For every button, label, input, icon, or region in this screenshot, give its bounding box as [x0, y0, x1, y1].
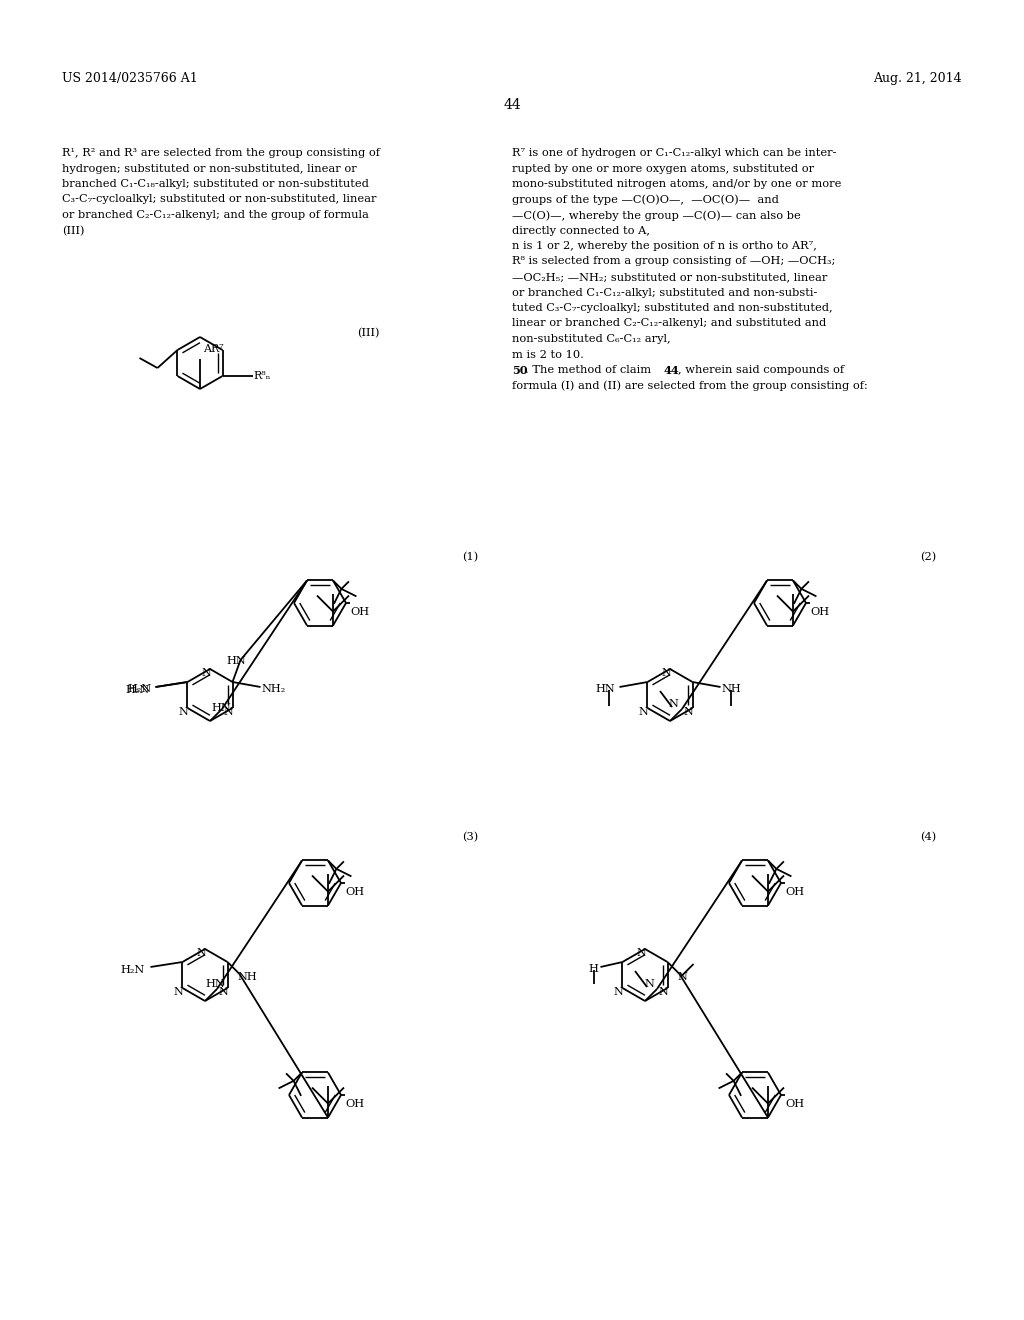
Text: (III): (III) — [357, 327, 380, 338]
Text: linear or branched C₂-C₁₂-alkenyl; and substituted and: linear or branched C₂-C₁₂-alkenyl; and s… — [512, 318, 826, 329]
Text: OH: OH — [345, 887, 365, 898]
Text: N: N — [197, 948, 206, 958]
Text: N: N — [613, 987, 624, 997]
Text: or branched C₁-C₁₂-alkyl; substituted and non-substi-: or branched C₁-C₁₂-alkyl; substituted an… — [512, 288, 817, 297]
Text: OH: OH — [345, 1100, 365, 1109]
Text: HN: HN — [211, 704, 230, 713]
Text: . The method of claim: . The method of claim — [525, 366, 654, 375]
Text: R⁷ is one of hydrogen or C₁-C₁₂-alkyl which can be inter-: R⁷ is one of hydrogen or C₁-C₁₂-alkyl wh… — [512, 148, 837, 158]
Text: N: N — [219, 987, 228, 997]
Text: N: N — [636, 948, 646, 958]
Text: non-substituted C₆-C₁₂ aryl,: non-substituted C₆-C₁₂ aryl, — [512, 334, 671, 345]
Text: HN: HN — [205, 979, 224, 989]
Text: AR⁷: AR⁷ — [203, 345, 223, 354]
Text: N: N — [178, 708, 188, 717]
Text: (3): (3) — [462, 832, 478, 842]
Text: H₂N: H₂N — [121, 965, 144, 975]
Text: (III): (III) — [62, 226, 85, 236]
Text: N: N — [174, 987, 183, 997]
Text: (2): (2) — [920, 552, 936, 562]
Text: N: N — [684, 708, 693, 717]
Text: H₂N: H₂N — [127, 684, 152, 694]
Text: OH: OH — [785, 887, 804, 898]
Text: 44: 44 — [503, 98, 521, 112]
Text: 44: 44 — [664, 366, 680, 376]
Text: hydrogen; substituted or non-substituted, linear or: hydrogen; substituted or non-substituted… — [62, 164, 356, 173]
Text: , wherein said compounds of: , wherein said compounds of — [678, 366, 844, 375]
Text: Aug. 21, 2014: Aug. 21, 2014 — [873, 73, 962, 84]
Text: 50: 50 — [512, 366, 527, 376]
Text: N: N — [662, 668, 671, 678]
Text: N: N — [658, 987, 669, 997]
Text: R¹, R² and R³ are selected from the group consisting of: R¹, R² and R³ are selected from the grou… — [62, 148, 380, 158]
Text: mono-substituted nitrogen atoms, and/or by one or more: mono-substituted nitrogen atoms, and/or … — [512, 180, 842, 189]
Text: NH₂: NH₂ — [261, 684, 286, 694]
Text: N: N — [201, 668, 211, 678]
Text: tuted C₃-C₇-cycloalkyl; substituted and non-substituted,: tuted C₃-C₇-cycloalkyl; substituted and … — [512, 304, 833, 313]
Text: or branched C₂-C₁₂-alkenyl; and the group of formula: or branched C₂-C₁₂-alkenyl; and the grou… — [62, 210, 369, 220]
Text: m is 2 to 10.: m is 2 to 10. — [512, 350, 584, 359]
Text: branched C₁-C₁₈-alkyl; substituted or non-substituted: branched C₁-C₁₈-alkyl; substituted or no… — [62, 180, 369, 189]
Text: (1): (1) — [462, 552, 478, 562]
Text: groups of the type —C(O)O—,  —OC(O)—  and: groups of the type —C(O)O—, —OC(O)— and — [512, 194, 779, 205]
Text: rupted by one or more oxygen atoms, substituted or: rupted by one or more oxygen atoms, subs… — [512, 164, 814, 173]
Text: H₂N: H₂N — [126, 685, 150, 696]
Text: N: N — [678, 972, 687, 982]
Text: (4): (4) — [920, 832, 936, 842]
Text: N: N — [223, 708, 233, 717]
Text: HN: HN — [226, 656, 246, 667]
Text: OH: OH — [810, 607, 829, 616]
Text: directly connected to A,: directly connected to A, — [512, 226, 650, 235]
Text: US 2014/0235766 A1: US 2014/0235766 A1 — [62, 73, 198, 84]
Text: N: N — [644, 979, 654, 989]
Text: n is 1 or 2, whereby the position of n is ortho to AR⁷,: n is 1 or 2, whereby the position of n i… — [512, 242, 817, 251]
Text: R⁸ₙ: R⁸ₙ — [254, 371, 271, 381]
Text: NH: NH — [722, 684, 741, 694]
Text: formula (I) and (II) are selected from the group consisting of:: formula (I) and (II) are selected from t… — [512, 380, 867, 391]
Text: OH: OH — [785, 1100, 804, 1109]
Text: NH: NH — [238, 972, 257, 982]
Text: —OC₂H₅; —NH₂; substituted or non-substituted, linear: —OC₂H₅; —NH₂; substituted or non-substit… — [512, 272, 827, 282]
Text: N: N — [639, 708, 648, 717]
Text: N: N — [668, 700, 678, 709]
Text: C₃-C₇-cycloalkyl; substituted or non-substituted, linear: C₃-C₇-cycloalkyl; substituted or non-sub… — [62, 194, 377, 205]
Text: H: H — [589, 964, 598, 974]
Text: OH: OH — [350, 607, 369, 616]
Text: HN: HN — [596, 684, 615, 694]
Text: —C(O)—, whereby the group —C(O)— can also be: —C(O)—, whereby the group —C(O)— can als… — [512, 210, 801, 220]
Text: R⁸ is selected from a group consisting of —OH; —OCH₃;: R⁸ is selected from a group consisting o… — [512, 256, 836, 267]
